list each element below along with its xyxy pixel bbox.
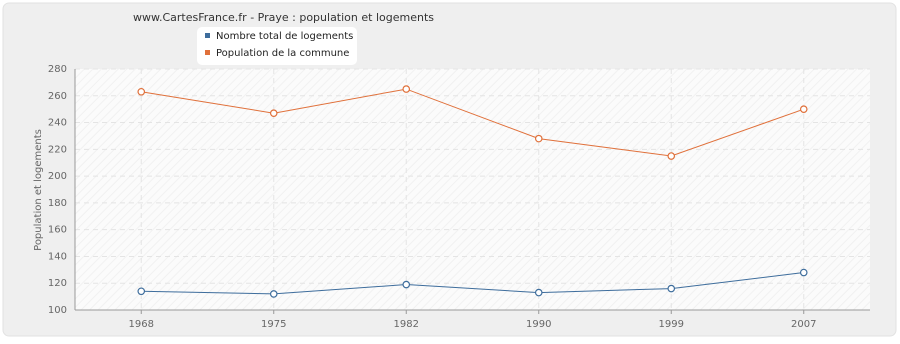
x-tick-label: 2007	[791, 319, 816, 330]
data-point	[534, 288, 543, 297]
legend-label: Population de la commune	[216, 48, 349, 59]
x-tick-label: 1975	[261, 319, 286, 330]
y-tick-label: 280	[48, 64, 67, 75]
data-point	[534, 134, 543, 143]
y-tick-label: 240	[48, 118, 67, 129]
data-point	[402, 85, 411, 93]
y-tick-label: 160	[48, 225, 67, 236]
y-tick-label: 220	[48, 144, 67, 155]
data-point	[137, 87, 146, 96]
x-tick-label: 1990	[526, 319, 551, 330]
data-point	[799, 268, 808, 277]
x-tick-label: 1982	[394, 319, 419, 330]
y-tick-label: 200	[48, 171, 67, 182]
series-line	[141, 272, 804, 295]
y-axis-label: Population et logements	[33, 129, 44, 251]
data-point	[402, 280, 411, 289]
y-tick-label: 140	[48, 251, 67, 262]
plot-area	[75, 69, 870, 310]
data-point	[269, 109, 278, 117]
series-line	[141, 88, 804, 157]
data-point	[667, 284, 676, 293]
y-tick-label: 120	[48, 278, 67, 289]
chart-title: www.CartesFrance.fr - Praye : population…	[133, 11, 434, 24]
data-point	[667, 152, 676, 160]
data-point	[799, 105, 808, 113]
y-tick-label: 100	[48, 305, 67, 316]
legend-label: Nombre total de logements	[216, 31, 353, 42]
data-point	[269, 290, 278, 298]
y-tick-label: 260	[48, 91, 67, 102]
data-point	[137, 287, 146, 296]
legend-swatch	[205, 33, 210, 38]
x-tick-label: 1968	[129, 319, 154, 330]
legend	[197, 27, 357, 65]
y-tick-label: 180	[48, 198, 67, 209]
legend-swatch	[205, 50, 210, 55]
x-tick-label: 1999	[659, 319, 684, 330]
